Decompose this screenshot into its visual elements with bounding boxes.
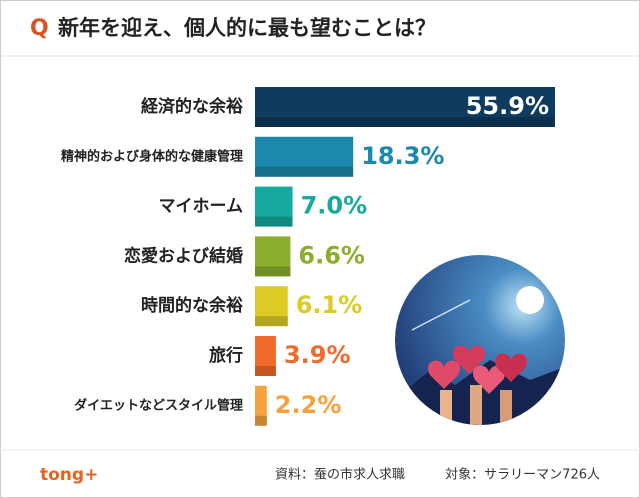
bar [255, 286, 288, 327]
q-icon: Q [30, 16, 49, 41]
chart-title: 新年を迎え、個人的に最も望むことは？ [58, 16, 436, 40]
value-label: 3.9% [284, 341, 351, 369]
value-label: 7.0% [301, 192, 368, 220]
bar [255, 87, 555, 127]
bar-shade [255, 266, 291, 277]
bar [255, 186, 293, 227]
category-label: 恋愛および結婚 [124, 245, 243, 266]
bar [255, 385, 267, 426]
category-label: 旅行 [209, 345, 243, 366]
value-label: 6.6% [298, 241, 365, 269]
category-label: 経済的な余裕 [141, 96, 243, 117]
logo: tong+ [40, 465, 98, 485]
bar [255, 336, 276, 376]
source: 資料：蚕の市求人求職 [275, 467, 405, 483]
bar-shade [255, 316, 288, 327]
target: 対象：サラリーマン726人 [445, 468, 600, 483]
illustration [395, 255, 565, 425]
bar [255, 136, 354, 177]
category-label: 精神的および身体的な健康管理 [61, 148, 243, 164]
bar-shade [255, 166, 354, 177]
bar-shade [255, 117, 555, 127]
value-label: 55.9% [466, 92, 549, 120]
bar [255, 236, 291, 277]
value-label: 6.1% [296, 291, 363, 319]
category-label: マイホーム [159, 197, 244, 217]
bar-shade [255, 216, 293, 227]
value-label: 2.2% [275, 391, 342, 419]
bar-shade [255, 366, 276, 376]
category-label: ダイエットなどスタイル管理 [74, 397, 243, 413]
bar-shade [255, 415, 267, 426]
value-label: 18.3% [361, 142, 444, 170]
category-label: 時間的な余裕 [141, 295, 243, 316]
